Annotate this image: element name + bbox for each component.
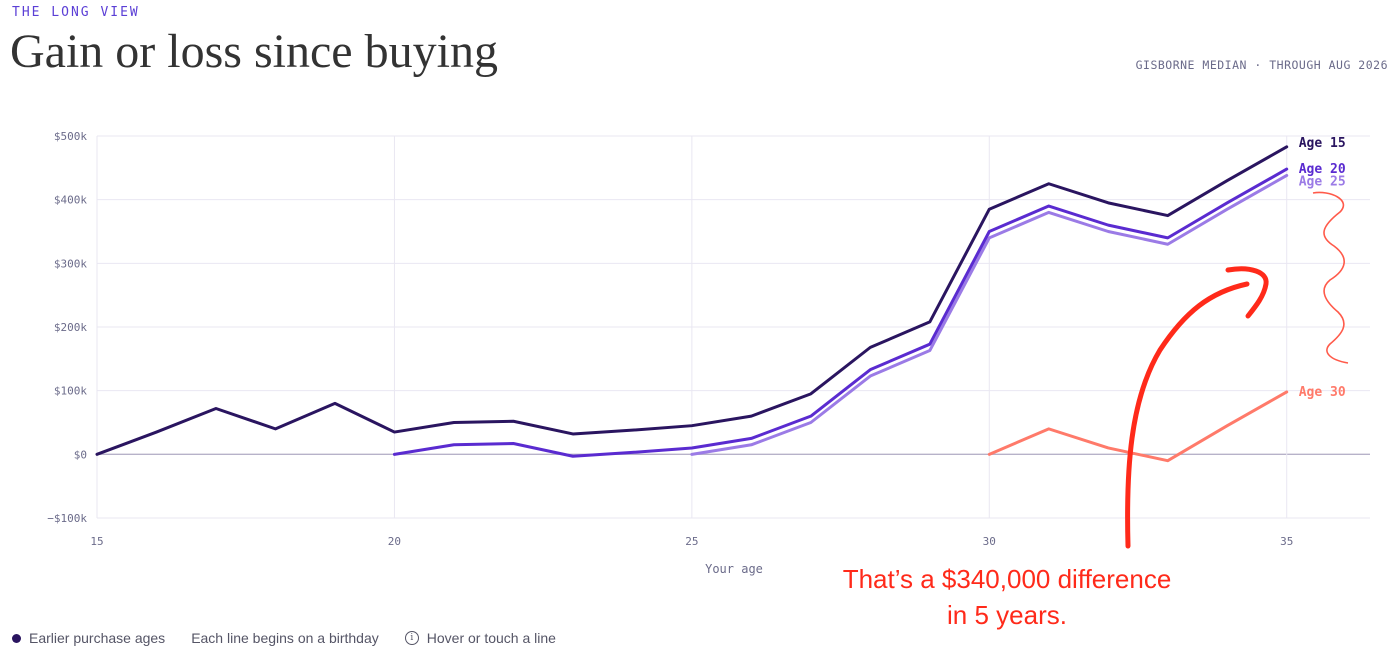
arrow-head (1225, 266, 1269, 319)
arrow-shaft (1125, 281, 1250, 549)
x-tick-label: 20 (388, 535, 401, 548)
x-tick-label: 25 (685, 535, 698, 548)
x-axis: 15 20 25 30 35 (90, 535, 1293, 548)
x-tick-label: 35 (1280, 535, 1293, 548)
grid (96, 135, 1370, 519)
y-tick-label: $300k (54, 257, 87, 270)
y-tick-label: $0 (74, 448, 87, 461)
y-tick-label: −$100k (47, 512, 87, 525)
info-icon: i (404, 631, 419, 645)
hover-hint-label: Hover or touch a line (426, 630, 556, 646)
y-tick-label: $400k (54, 194, 87, 207)
legend-item: Earlier purchase ages (12, 630, 165, 646)
y-axis: $500k $400k $300k $200k $100k $0 −$100k (47, 130, 87, 525)
y-tick-label: $500k (54, 130, 87, 143)
kicker: THE LONG VIEW (12, 5, 140, 20)
y-tick-label: $100k (54, 385, 87, 398)
squiggle-bracket (1312, 191, 1349, 364)
series-line-age-25[interactable] (690, 173, 1289, 456)
x-axis-label: Your age (705, 562, 763, 576)
annotation-line-2: in 5 years. (947, 600, 1067, 630)
legend-label: Earlier purchase ages (29, 630, 166, 646)
footer: Earlier purchase ages Each line begins o… (12, 630, 556, 646)
chart-title: Gain or loss since buying (10, 25, 498, 78)
series-label: Age 25 (1299, 174, 1346, 189)
hover-hint[interactable]: i Hover or touch a line (404, 630, 556, 646)
annotation-line-1: That’s a $340,000 difference (843, 564, 1172, 594)
x-tick-label: 30 (983, 535, 996, 548)
series-label: Age 30 (1299, 385, 1346, 400)
series-group (95, 145, 1289, 463)
series-line-age-20[interactable] (392, 167, 1289, 458)
footer-note: Each line begins on a birthday (191, 630, 379, 646)
x-tick-label: 15 (90, 535, 103, 548)
legend-dot-icon (12, 633, 21, 643)
y-tick-label: $200k (54, 321, 87, 334)
series-label: Age 20 (1299, 162, 1346, 177)
chart-meta: GISBORNE MEDIAN · THROUGH AUG 2026 (1135, 58, 1388, 72)
series-label: Age 15 (1299, 136, 1346, 151)
series-line-age-30[interactable] (987, 390, 1289, 463)
series-line-age-15[interactable] (95, 145, 1289, 456)
